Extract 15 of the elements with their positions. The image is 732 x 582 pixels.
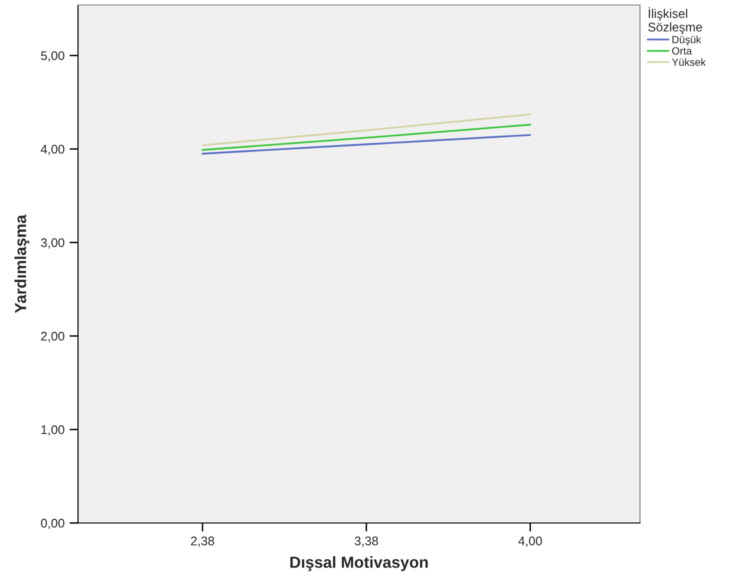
x-axis-title: Dışsal Motivasyon — [290, 556, 428, 572]
y-tick-label: 5,00 — [40, 51, 64, 62]
legend-label: Orta — [672, 47, 692, 55]
legend-label: Yüksek — [672, 58, 706, 66]
y-axis-title: Yardımlaşma — [14, 214, 30, 314]
x-tick-label: 2,38 — [190, 536, 214, 547]
y-tick-label: 1,00 — [41, 425, 64, 436]
legend-label: Düşük — [672, 36, 702, 46]
y-tick-label: 4,00 — [40, 144, 64, 156]
legend-title: İlişkisel Sözleşme — [648, 7, 702, 34]
y-tick-label: 2,00 — [41, 332, 64, 342]
x-tick-label: 4,00 — [518, 536, 542, 547]
y-tick-label: 3,00 — [40, 238, 64, 249]
x-tick-label: 3,38 — [354, 536, 378, 547]
y-tick-label: 0,00 — [40, 518, 64, 530]
